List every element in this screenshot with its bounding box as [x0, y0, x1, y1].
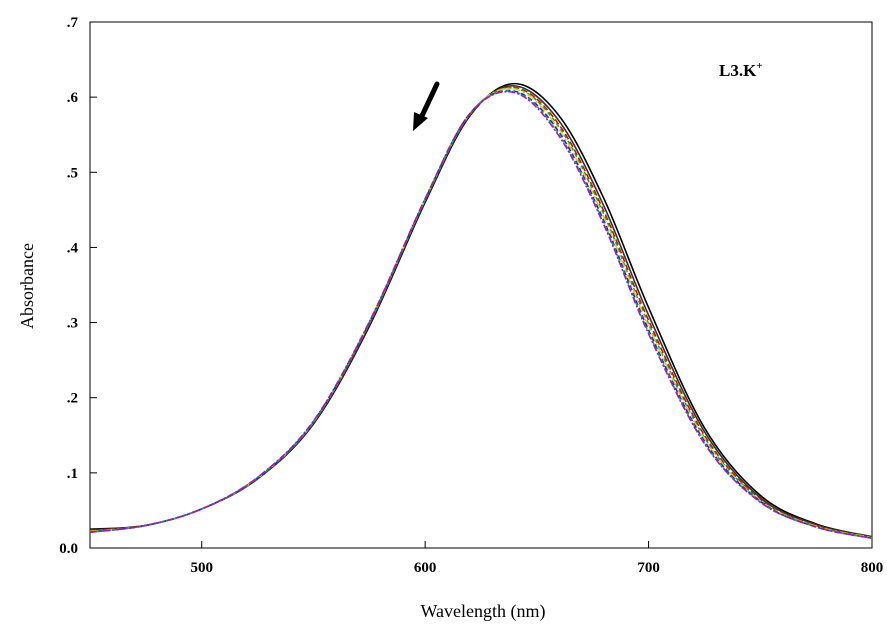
series-line-6 [89, 89, 873, 540]
y-tick-label: .2 [67, 391, 78, 407]
y-tick-label: .7 [67, 15, 79, 31]
y-tick-label: .3 [67, 316, 78, 332]
x-tick-label: 800 [861, 560, 884, 576]
y-tick-label: .6 [67, 90, 79, 106]
y-axis-ticks: 0.0 .1 .2 .3 .4 .5 .6 .7 [59, 15, 97, 557]
x-tick-label: 700 [637, 560, 660, 576]
series-line-4 [89, 87, 873, 539]
x-tick-label: 600 [414, 560, 437, 576]
x-tick-label: 500 [190, 560, 213, 576]
x-axis-title: Wavelength (nm) [420, 601, 545, 622]
series-line-7 [89, 90, 873, 540]
x-axis-ticks: 500 600 700 800 [190, 541, 883, 576]
trend-arrow [413, 81, 440, 131]
y-tick-label: 0.0 [59, 541, 78, 557]
series-line-1 [89, 82, 873, 538]
plot-area-frame [89, 21, 873, 549]
series-line-3 [89, 86, 873, 539]
y-tick-label: .4 [67, 240, 79, 256]
series-line-8 [89, 90, 873, 540]
y-axis-title: Absorbance [17, 243, 37, 329]
chart-annotation: L3.K+ [719, 60, 763, 80]
series-line-5 [89, 87, 873, 539]
y-tick-label: .5 [67, 165, 78, 181]
series-layer [89, 82, 873, 540]
series-line-2 [89, 85, 873, 538]
annotation-text: L3.K [719, 61, 757, 80]
y-tick-label: .1 [67, 466, 78, 482]
annotation-superscript: + [756, 60, 762, 72]
